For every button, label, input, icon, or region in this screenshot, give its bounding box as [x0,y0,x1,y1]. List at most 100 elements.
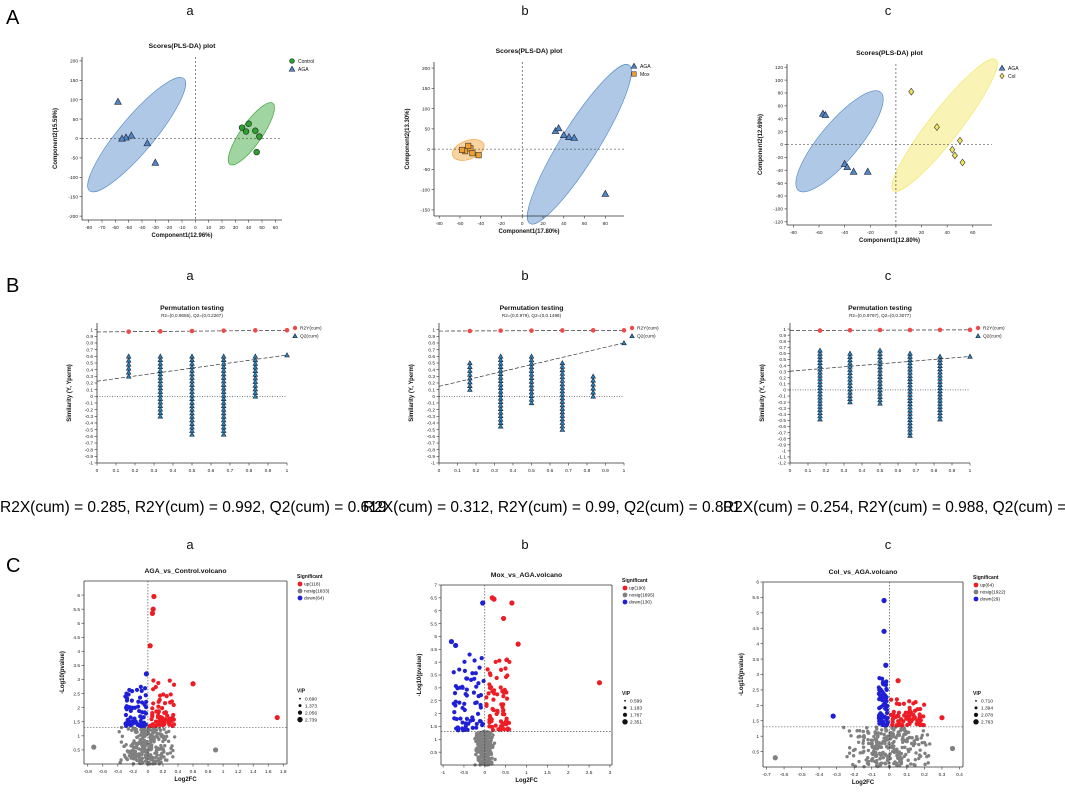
data-point-triangle [847,389,853,395]
volcano-point-down [470,725,475,730]
x-tick-label: 0.9 [602,468,609,474]
data-point-triangle [907,391,913,397]
x-tick-label: 0.9 [265,468,272,474]
y-axis-title: Similarity (Y, Yperm) [67,364,73,422]
data-point-triangle [937,394,943,400]
vip-size-marker [973,719,979,725]
volcano-point-down [455,686,460,691]
volcano-point-up [488,672,493,678]
data-point-triangle [157,402,164,408]
volcano-point-nosig [162,755,166,759]
x-tick-label: 0.1 [904,772,911,778]
data-point-triangle [125,353,132,359]
y-tick-label: 0.4 [779,363,786,369]
volcano-point-down [451,701,456,706]
volcano-point-up [504,696,510,701]
data-point-triangle [937,353,943,359]
data-point-triangle [907,407,913,413]
data-point-triangle [189,388,195,394]
data-point-triangle [497,398,504,404]
y-tick-label: -40 [776,168,783,174]
x-tick-label: -0.4 [815,772,824,778]
y-tick-label: 100 [422,106,430,112]
y-tick-label: 0.3 [779,369,786,375]
r2-point [467,328,473,334]
volcano-point-nosig [139,748,143,752]
data-point-triangle [817,397,823,403]
x-tick-label: -0.2 [129,769,138,775]
vip-value-label: 1.767 [630,713,642,719]
volcano-point-nosig [921,729,926,733]
volcano-point-up [274,714,280,721]
volcano-point-down [884,686,889,692]
x-tick-label: 0.2 [132,468,139,474]
data-point-triangle [157,356,164,363]
volcano-point-up [497,658,502,663]
volcano-point-nosig [478,759,482,764]
data-point-circle [252,127,259,134]
volcano-point-nosig [169,746,173,751]
vip-value-label: 1.183 [630,706,642,712]
volcano-point-down [133,719,138,724]
panel-label: a [186,3,194,18]
x-tick-label: 0 [96,468,99,474]
volcano-point-nosig [853,747,857,752]
x-tick-label: 0.6 [895,468,902,474]
y-tick-label: 2.5 [430,698,437,704]
x-tick-label: -60 [816,230,823,236]
y-tick-label: -100 [773,207,783,213]
volcano-point-up [489,724,495,730]
volcano-point-down [124,707,129,712]
data-point-triangle [847,382,853,389]
data-point-triangle [252,378,259,384]
y-tick-label: -0.1 [778,394,787,400]
data-point-triangle [497,412,504,418]
data-point-triangle [157,378,164,384]
x-tick-label: 0.2 [921,772,928,778]
data-point-triangle [497,395,504,401]
volcano-point-up [907,721,912,726]
r2-point [621,328,627,333]
volcano-point-nosig [484,746,488,750]
volcano-point-nosig [903,745,907,749]
x-tick-label: -20 [498,221,505,227]
volcano-point-nosig [856,735,860,739]
x-tick-label: 0.5 [877,468,884,474]
x-tick-label: 60 [970,230,976,236]
x-tick-label: 0.2 [473,468,480,474]
volcano-point-up [498,727,503,732]
y-tick-label: 0.7 [779,345,786,351]
x-tick-label: 0.2 [160,769,167,775]
volcano-point-nosig [870,742,874,747]
volcano-point-nosig [144,732,149,737]
volcano-point-up [911,701,916,706]
x-axis-title: Log2FC [174,777,197,783]
data-point-triangle [189,356,195,363]
volcano-point-down [460,720,465,725]
volcano-point-up [151,687,156,692]
volcano-point-down [878,717,883,722]
data-point-triangle [220,420,227,426]
data-point-triangle [220,378,227,384]
volcano-point-up [156,709,161,714]
data-point-triangle [252,364,259,370]
volcano-point-up [156,704,161,709]
data-point-triangle [817,413,823,419]
data-point-triangle [847,353,853,359]
y-tick-label: -100 [420,187,430,193]
y-axis-title: Similarity (Y, Yperm) [409,364,415,422]
x-tick-label: 40 [246,225,252,231]
y-tick-label: 50 [425,127,431,133]
x-tick-label: 0 [888,772,891,778]
volcano-point-nosig [851,754,856,758]
data-point-triangle [559,409,566,415]
x-tick-label: 0 [438,468,441,474]
y-tick-label: -0.8 [778,436,787,442]
volcano-point-nosig [474,735,479,739]
vip-size-marker [622,712,628,717]
y-tick-label: 1.5 [73,719,80,725]
volcano-point-nosig [123,755,127,759]
data-point-triangle [497,405,504,411]
volcano-point-up [495,692,500,697]
